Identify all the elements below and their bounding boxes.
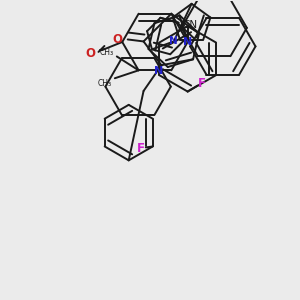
Text: CN: CN — [183, 20, 198, 30]
Text: F: F — [137, 142, 145, 155]
Text: N: N — [169, 36, 178, 46]
Text: F: F — [197, 77, 206, 90]
Text: CH₃: CH₃ — [98, 79, 112, 88]
Text: O: O — [85, 47, 96, 60]
Text: N: N — [154, 66, 163, 76]
Text: CH₃: CH₃ — [100, 48, 114, 57]
Text: O: O — [113, 33, 123, 46]
Text: N: N — [183, 37, 192, 47]
